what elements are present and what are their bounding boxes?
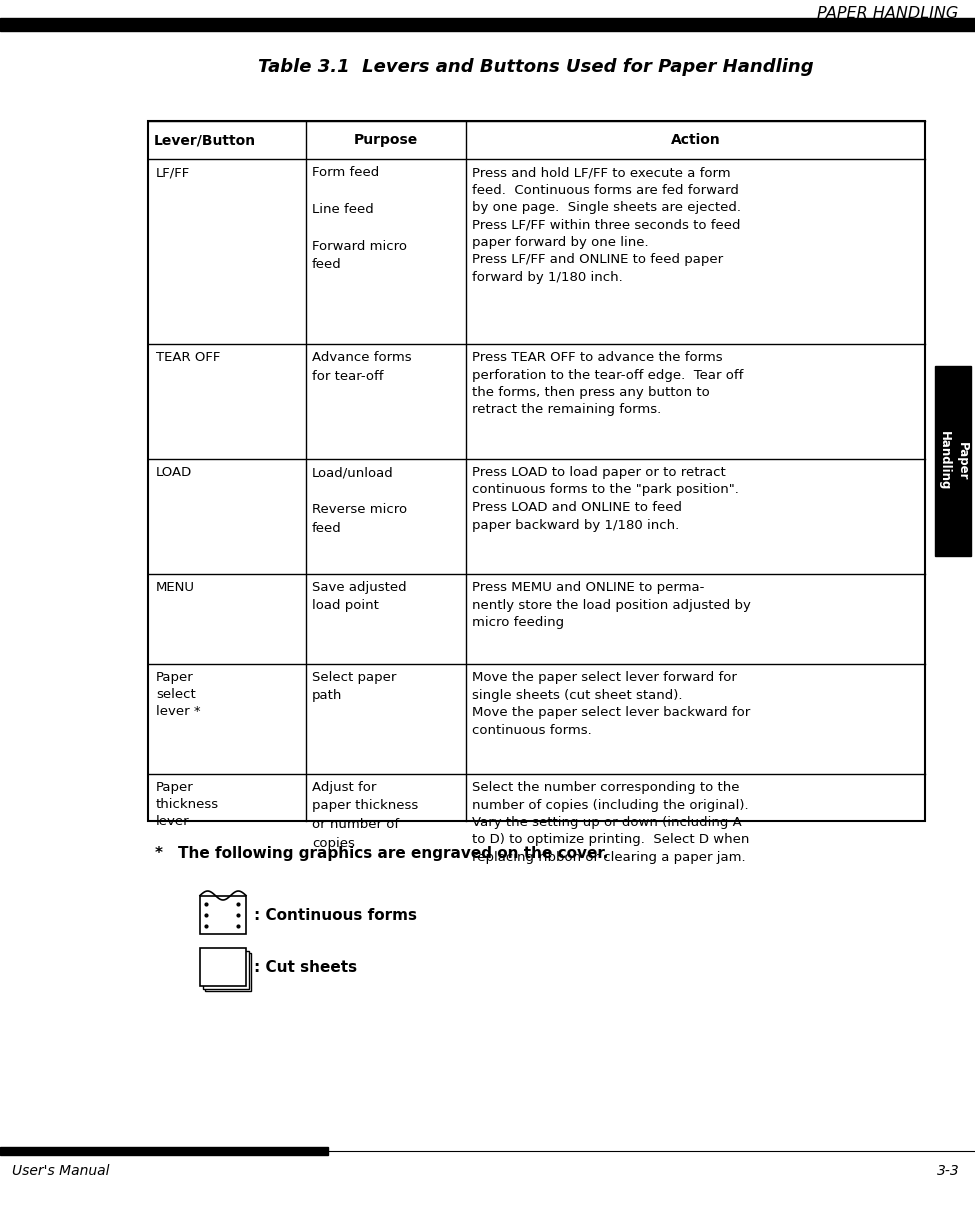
Text: Lever/Button: Lever/Button [154,133,256,147]
Text: User's Manual: User's Manual [12,1164,109,1178]
Text: PAPER HANDLING: PAPER HANDLING [817,6,958,22]
Text: TEAR OFF: TEAR OFF [156,351,220,364]
Text: Paper
Handling: Paper Handling [938,432,968,491]
Text: Press MEMU and ONLINE to perma-
nently store the load position adjusted by
micro: Press MEMU and ONLINE to perma- nently s… [472,581,751,629]
Text: Paper
select
lever *: Paper select lever * [156,671,201,717]
Text: Select the number corresponding to the
number of copies (including the original): Select the number corresponding to the n… [472,781,750,865]
Text: Press LOAD to load paper or to retract
continuous forms to the "park position".
: Press LOAD to load paper or to retract c… [472,466,739,531]
Bar [148,122,925,821]
Text: *: * [155,846,163,861]
Text: The following graphics are engraved on the cover.: The following graphics are engraved on t… [178,846,608,861]
Bar [935,366,971,556]
Bar [200,896,246,934]
Bar [205,953,251,991]
Text: Paper
thickness
lever: Paper thickness lever [156,781,219,828]
Text: 3-3: 3-3 [937,1164,960,1178]
Text: : Cut sheets: : Cut sheets [254,959,357,974]
Bar [203,951,249,989]
Text: Press and hold LF/FF to execute a form
feed.  Continuous forms are fed forward
b: Press and hold LF/FF to execute a form f… [472,167,741,285]
Text: LF/FF: LF/FF [156,167,190,179]
Text: Save adjusted
load point: Save adjusted load point [312,581,407,613]
Text: Purpose: Purpose [354,133,418,147]
Text: Press TEAR OFF to advance the forms
perforation to the tear-off edge.  Tear off
: Press TEAR OFF to advance the forms perf… [472,351,743,417]
Bar [0,18,975,30]
Bar [0,1147,328,1155]
Text: Select paper
path: Select paper path [312,671,397,703]
Text: : Continuous forms: : Continuous forms [254,907,417,923]
Text: Move the paper select lever forward for
single sheets (cut sheet stand).
Move th: Move the paper select lever forward for … [472,671,750,737]
Text: LOAD: LOAD [156,466,192,479]
Text: Advance forms
for tear-off: Advance forms for tear-off [312,351,411,383]
Text: Form feed

Line feed

Forward micro
feed: Form feed Line feed Forward micro feed [312,167,407,271]
Text: Load/unload

Reverse micro
feed: Load/unload Reverse micro feed [312,466,408,535]
Bar [200,948,246,986]
Text: MENU: MENU [156,581,195,593]
Text: Adjust for
paper thickness
or number of
copies: Adjust for paper thickness or number of … [312,781,418,850]
Text: Action: Action [671,133,721,147]
Text: Table 3.1  Levers and Buttons Used for Paper Handling: Table 3.1 Levers and Buttons Used for Pa… [258,58,814,75]
